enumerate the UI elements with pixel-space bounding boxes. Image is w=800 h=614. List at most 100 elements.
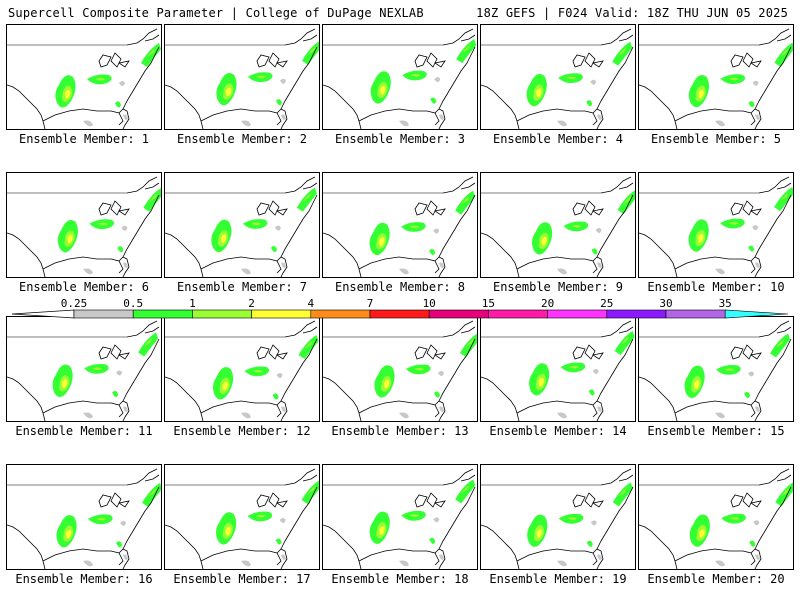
colorbar-segment: [132, 309, 193, 319]
coastlines: [481, 468, 634, 569]
map: [164, 464, 320, 570]
panel-caption: Ensemble Member: 10: [647, 280, 785, 294]
panel-caption: Ensemble Member: 4: [492, 132, 624, 146]
ensemble-panel: Ensemble Member: 7: [164, 172, 320, 322]
colorbar-label: 25: [600, 297, 613, 310]
ensemble-panel: Ensemble Member: 17: [164, 464, 320, 614]
ensemble-panel: Ensemble Member: 10: [638, 172, 794, 322]
map: [164, 316, 320, 422]
panel-caption: Ensemble Member: 13: [331, 424, 469, 438]
coastlines: [165, 176, 318, 277]
panel-caption: Ensemble Member: 7: [176, 280, 308, 294]
colorbar-label: 20: [541, 297, 554, 310]
panel-caption: Ensemble Member: 9: [492, 280, 624, 294]
map: [322, 316, 478, 422]
panel-caption: Ensemble Member: 5: [650, 132, 782, 146]
ensemble-panel: Ensemble Member: 8: [322, 172, 478, 322]
ensemble-panel: Ensemble Member: 6: [6, 172, 162, 322]
ensemble-panel: Ensemble Member: 18: [322, 464, 478, 614]
coastlines: [165, 28, 318, 129]
panel-caption: Ensemble Member: 2: [176, 132, 308, 146]
ensemble-panel: Ensemble Member: 12: [164, 316, 320, 466]
map: [164, 172, 320, 278]
scp-contours: [216, 480, 319, 567]
panel-caption: Ensemble Member: 11: [15, 424, 153, 438]
ensemble-panel: Ensemble Member: 2: [164, 24, 320, 174]
colorbar-arrow-left: [11, 309, 75, 319]
map: [164, 24, 320, 130]
ensemble-panel: Ensemble Member: 11: [6, 316, 162, 466]
colorbar-segment: [251, 309, 312, 319]
coastlines: [639, 468, 792, 569]
map: [322, 464, 478, 570]
map: [480, 172, 636, 278]
colorbar-label: 30: [659, 297, 672, 310]
ensemble-panel: Ensemble Member: 20: [638, 464, 794, 614]
ensemble-panel: Ensemble Member: 19: [480, 464, 636, 614]
colorbar-label: 0.5: [123, 297, 143, 310]
colorbar-segment: [192, 309, 252, 319]
colorbar-segment: [488, 309, 548, 319]
ensemble-panel: Ensemble Member: 1: [6, 24, 162, 174]
panel-caption: Ensemble Member: 3: [334, 132, 466, 146]
scp-contours: [211, 187, 317, 275]
scp-contours: [688, 42, 793, 127]
colorbar-segment: [606, 309, 667, 319]
coastlines: [323, 468, 476, 569]
coastlines: [323, 320, 476, 421]
scp-contours: [689, 482, 793, 567]
ensemble-panel: Ensemble Member: 4: [480, 24, 636, 174]
colorbar-segment: [547, 309, 608, 319]
coastlines: [165, 468, 318, 569]
map: [322, 24, 478, 130]
scp-contours: [56, 482, 161, 567]
colorbar-segment: [73, 309, 134, 319]
colorbar-segment: [665, 309, 726, 319]
colorbar-segment: [369, 309, 430, 319]
coastlines: [165, 320, 318, 421]
coastlines: [639, 320, 792, 421]
scp-contours: [216, 41, 319, 127]
valid-time: 18Z GEFS | F024 Valid: 18Z THU JUN 05 20…: [476, 6, 788, 20]
coastlines: [639, 176, 792, 277]
page-title: Supercell Composite Parameter | College …: [8, 6, 424, 20]
coastlines: [323, 176, 476, 277]
coastlines: [481, 176, 634, 277]
map: [6, 172, 162, 278]
scp-contours: [55, 43, 161, 127]
scp-contours: [526, 41, 633, 127]
scp-contours: [529, 331, 635, 419]
ensemble-panel: Ensemble Member: 9: [480, 172, 636, 322]
map: [6, 316, 162, 422]
colorbar-segment: [310, 309, 371, 319]
map: [6, 464, 162, 570]
scp-contours: [374, 333, 477, 419]
scp-contours: [57, 188, 161, 275]
panel-caption: Ensemble Member: 1: [18, 132, 150, 146]
panel-caption: Ensemble Member: 14: [489, 424, 627, 438]
scp-contours: [52, 332, 159, 419]
panel-caption: Ensemble Member: 15: [647, 424, 785, 438]
coastlines: [639, 28, 792, 129]
scp-contours: [684, 333, 791, 419]
colorbar-label: 10: [423, 297, 436, 310]
panel-caption: Ensemble Member: 16: [15, 572, 153, 586]
panel-caption: Ensemble Member: 12: [173, 424, 311, 438]
ensemble-panel: Ensemble Member: 15: [638, 316, 794, 466]
colorbar: 0.25 0.5 1 2 4 7 10 15 20 25 30 35: [11, 297, 789, 319]
scp-contours: [527, 482, 633, 567]
map: [480, 464, 636, 570]
coastlines: [7, 176, 160, 277]
colorbar-label: 4: [307, 297, 314, 310]
map: [638, 172, 794, 278]
coastlines: [323, 28, 476, 129]
colorbar-label: 0.25: [61, 297, 88, 310]
map: [638, 464, 794, 570]
ensemble-panel: Ensemble Member: 5: [638, 24, 794, 174]
colorbar-label: 15: [482, 297, 495, 310]
scp-contours: [370, 39, 477, 127]
panel-caption: Ensemble Member: 17: [173, 572, 311, 586]
coastlines: [7, 28, 160, 129]
map: [638, 24, 794, 130]
colorbar-arrow-right: [724, 309, 789, 319]
